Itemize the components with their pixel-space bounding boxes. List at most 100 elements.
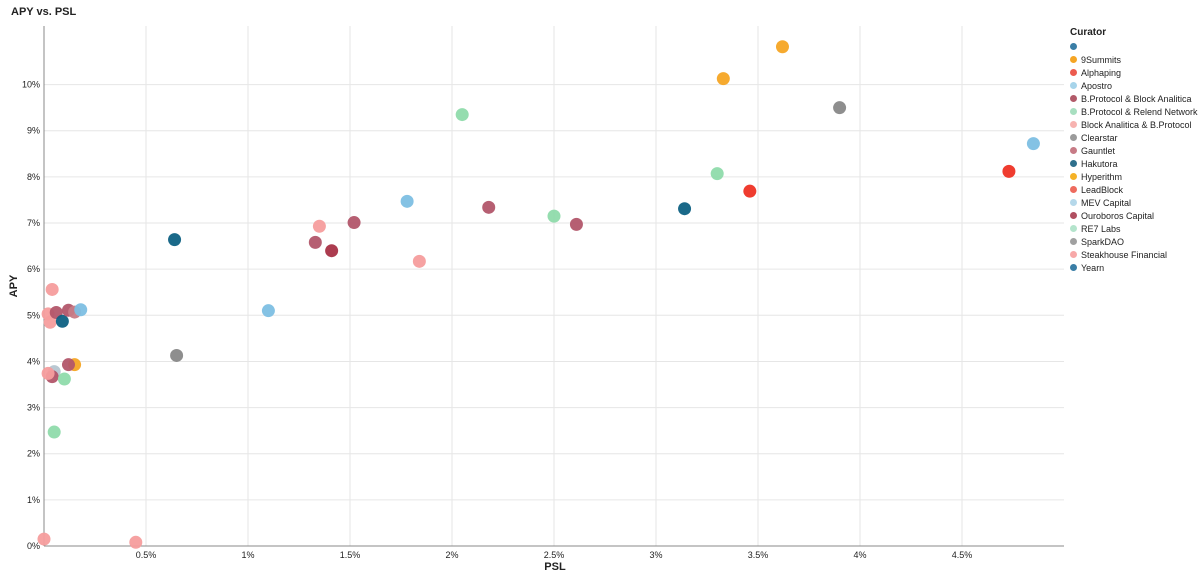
legend-label: Ouroboros Capital <box>1081 210 1155 221</box>
x-tick-label: 0.5% <box>136 550 157 560</box>
legend-swatch-icon <box>1070 82 1077 89</box>
scatter-point <box>412 254 426 268</box>
legend-item: Gauntlet <box>1070 144 1198 157</box>
legend-item: 9Summits <box>1070 53 1198 66</box>
y-tick-label: 4% <box>27 356 40 366</box>
legend-label: Clearstar <box>1081 132 1118 143</box>
data-points <box>37 40 1040 549</box>
legend-item: Steakhouse Financial <box>1070 248 1198 261</box>
legend-item: Hyperithm <box>1070 170 1198 183</box>
legend-swatch-icon <box>1070 95 1077 102</box>
x-axis-title: PSL <box>544 561 566 573</box>
x-tick-label: 2.5% <box>544 550 565 560</box>
scatter-point <box>347 216 361 230</box>
x-tick-label: 1.5% <box>340 550 361 560</box>
legend-label: Gauntlet <box>1081 145 1116 156</box>
scatter-point <box>47 425 61 439</box>
scatter-point <box>37 532 51 546</box>
legend-label: Apostro <box>1081 80 1113 91</box>
scatter-point <box>743 184 757 198</box>
legend-label: Hakutora <box>1081 158 1118 169</box>
scatter-point <box>129 535 143 549</box>
legend-label: MEV Capital <box>1081 197 1132 208</box>
chart-title: APY vs. PSL <box>11 6 77 18</box>
scatter-point <box>547 209 561 223</box>
axes <box>43 26 1064 547</box>
y-tick-label: 1% <box>27 495 40 505</box>
y-tick-label: 7% <box>27 218 40 228</box>
scatter-point <box>482 200 496 214</box>
x-tick-label: 2% <box>445 550 458 560</box>
legend-swatch-icon <box>1070 264 1077 271</box>
y-tick-label: 9% <box>27 126 40 136</box>
grid-lines <box>44 26 1064 546</box>
legend: Curator 9Summits Alphaping Apostro B.Protoc… <box>1070 27 1198 274</box>
legend-item: Apostro <box>1070 79 1198 92</box>
legend-swatch-icon <box>1070 173 1077 180</box>
legend-label: Steakhouse Financial <box>1081 249 1168 260</box>
legend-item: MEV Capital <box>1070 196 1198 209</box>
legend-label: RE7 Labs <box>1081 223 1121 234</box>
legend-swatch-icon <box>1070 108 1077 115</box>
legend-label: Alphaping <box>1081 67 1122 78</box>
scatter-point <box>833 101 847 115</box>
x-tick-label: 3.5% <box>748 550 769 560</box>
legend-label: LeadBlock <box>1081 184 1124 195</box>
x-tick-label: 4.5% <box>952 550 973 560</box>
legend-item: Alphaping <box>1070 66 1198 79</box>
legend-label: B.Protocol & Block Analitica <box>1081 93 1192 104</box>
legend-swatch-icon <box>1070 251 1077 258</box>
legend-label: Hyperithm <box>1081 171 1123 182</box>
legend-swatch-icon <box>1070 238 1077 245</box>
scatter-point <box>455 108 469 122</box>
scatter-point <box>569 217 583 231</box>
y-tick-label: 8% <box>27 172 40 182</box>
legend-label: B.Protocol & Relend Network <box>1081 106 1198 117</box>
scatter-point <box>168 233 182 247</box>
scatter-point <box>41 366 55 380</box>
scatter-point <box>400 194 414 208</box>
scatter-point <box>312 219 326 233</box>
legend-items: 9Summits Alphaping Apostro B.Protocol & Blo… <box>1070 40 1198 274</box>
legend-swatch-icon <box>1070 225 1077 232</box>
legend-swatch-icon <box>1070 134 1077 141</box>
legend-label: Yearn <box>1081 262 1105 273</box>
scatter-point <box>45 282 59 296</box>
legend-label: 9Summits <box>1081 54 1122 65</box>
legend-item: Ouroboros Capital <box>1070 209 1198 222</box>
scatter-point <box>261 304 275 318</box>
scatter-point <box>61 358 75 372</box>
scatter-point <box>43 315 57 329</box>
legend-swatch-icon <box>1070 160 1077 167</box>
scatter-point <box>716 72 730 86</box>
legend-item: LeadBlock <box>1070 183 1198 196</box>
legend-swatch-icon <box>1070 56 1077 63</box>
legend-swatch-icon <box>1070 186 1077 193</box>
y-tick-label: 2% <box>27 449 40 459</box>
y-tick-label: 6% <box>27 264 40 274</box>
legend-swatch-icon <box>1070 43 1077 50</box>
legend-swatch-icon <box>1070 121 1077 128</box>
scatter-point <box>74 303 88 317</box>
scatter-point <box>57 372 71 386</box>
scatter-point <box>710 167 724 181</box>
scatter-point <box>678 202 692 216</box>
legend-item: RE7 Labs <box>1070 222 1198 235</box>
legend-swatch-icon <box>1070 147 1077 154</box>
legend-item: B.Protocol & Block Analitica <box>1070 92 1198 105</box>
legend-item: Hakutora <box>1070 157 1198 170</box>
legend-swatch-icon <box>1070 69 1077 76</box>
y-tick-label: 0% <box>27 541 40 551</box>
y-tick-label: 3% <box>27 403 40 413</box>
legend-item <box>1070 40 1198 53</box>
y-axis-title: APY <box>8 274 20 297</box>
legend-item: SparkDAO <box>1070 235 1198 248</box>
scatter-point <box>55 314 69 328</box>
legend-swatch-icon <box>1070 212 1077 219</box>
legend-item: Clearstar <box>1070 131 1198 144</box>
tick-labels: 0.5% 1% 1.5% 2% 2.5% 3% 3.5% 4% 4.5% 0% 1% 2% 3% 4% 5%… <box>22 80 972 560</box>
x-tick-label: 1% <box>241 550 254 560</box>
legend-label: Block Analitica & B.Protocol <box>1081 119 1192 130</box>
legend-item: Yearn <box>1070 261 1198 274</box>
